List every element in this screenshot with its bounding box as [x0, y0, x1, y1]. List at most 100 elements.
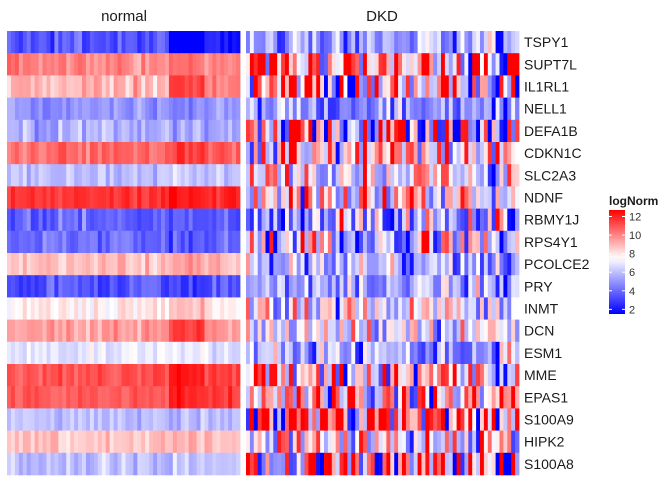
- heatmap-cell: [14, 386, 20, 409]
- heatmap-cell: [355, 119, 360, 143]
- heatmap-cell: [113, 297, 118, 320]
- heatmap-cell: [7, 430, 12, 454]
- heatmap-cell: [180, 408, 186, 431]
- heatmap-cell: [370, 297, 376, 320]
- heatmap-cell: [224, 75, 229, 98]
- heatmap-cell: [495, 31, 500, 54]
- heatmap-cell: [137, 386, 142, 409]
- heatmap-cell: [507, 53, 512, 76]
- heatmap-cell: [208, 430, 213, 454]
- heatmap-cell: [409, 297, 415, 320]
- heatmap-cell: [93, 31, 99, 54]
- heatmap-cell: [378, 253, 383, 276]
- heatmap-cell: [18, 97, 24, 121]
- heatmap-cell: [50, 75, 55, 98]
- heatmap-cell: [476, 452, 481, 476]
- heatmap-cell: [331, 75, 337, 98]
- heatmap-cell: [398, 319, 403, 343]
- heatmap-cell: [161, 75, 166, 98]
- heatmap-cell: [425, 319, 430, 343]
- heatmap-cell: [232, 75, 237, 98]
- heatmap-cell: [208, 364, 213, 387]
- heatmap-cell: [483, 319, 489, 343]
- heatmap-cell: [164, 452, 170, 476]
- heatmap-cell: [85, 119, 91, 143]
- heatmap-cell: [300, 408, 305, 431]
- heatmap-cell: [413, 31, 418, 54]
- heatmap-cell: [347, 53, 352, 76]
- heatmap-cell: [101, 97, 107, 121]
- heatmap-cell: [253, 253, 259, 276]
- heatmap-cell: [452, 142, 457, 165]
- heatmap-cell: [216, 97, 221, 121]
- heatmap-cell: [503, 275, 508, 298]
- heatmap-cell: [184, 275, 190, 298]
- heatmap-cell: [359, 430, 364, 454]
- heatmap-cell: [277, 341, 282, 365]
- heatmap-cell: [327, 208, 333, 232]
- heatmap-cell: [176, 75, 182, 98]
- heatmap-cell: [74, 119, 79, 143]
- heatmap-cell: [304, 341, 309, 365]
- heatmap-cell: [246, 275, 251, 298]
- heatmap-cell: [196, 253, 201, 276]
- heatmap-cell: [281, 97, 286, 121]
- heatmap-cell: [511, 119, 516, 143]
- heatmap-cell: [113, 186, 118, 209]
- heatmap-cell: [93, 164, 99, 187]
- heatmap-cell: [425, 97, 430, 121]
- heatmap-cell: [499, 31, 504, 54]
- heatmap-cell: [54, 297, 59, 320]
- heatmap-cell: [374, 275, 379, 298]
- heatmap-cell: [172, 319, 178, 343]
- heatmap-cell: [285, 253, 290, 276]
- heatmap-cell: [133, 164, 138, 187]
- heatmap-cell: [232, 208, 237, 232]
- heatmap-cell: [89, 186, 95, 209]
- heatmap-cell: [46, 319, 51, 343]
- heatmap-cell: [93, 75, 99, 98]
- heatmap-cell: [89, 31, 95, 54]
- heatmap-cell: [335, 364, 340, 387]
- heatmap-cell: [22, 364, 28, 387]
- heatmap-cell: [335, 119, 340, 143]
- heatmap-cell: [386, 253, 391, 276]
- heatmap-cell: [402, 319, 407, 343]
- gene-label: EPAS1: [524, 389, 568, 405]
- heatmap-cell: [105, 75, 111, 98]
- heatmap-cell: [460, 386, 465, 409]
- heatmap-cell: [141, 208, 146, 232]
- heatmap-cell: [113, 230, 118, 254]
- heatmap-cell: [249, 186, 255, 209]
- heatmap-cell: [347, 319, 352, 343]
- heatmap-cell: [281, 253, 286, 276]
- heatmap-cell: [265, 97, 270, 121]
- heatmap-cell: [257, 408, 262, 431]
- heatmap-cell: [480, 75, 485, 98]
- heatmap-cell: [324, 53, 329, 76]
- heatmap-cell: [316, 430, 321, 454]
- heatmap-cell: [22, 253, 28, 276]
- heatmap-cell: [390, 142, 395, 165]
- heatmap-cell: [188, 31, 194, 54]
- heatmap-cell: [137, 208, 142, 232]
- heatmap-cell: [10, 119, 16, 143]
- heatmap-cell: [394, 319, 399, 343]
- heatmap-cell: [390, 253, 395, 276]
- heatmap-cell: [246, 31, 251, 54]
- heatmap-cell: [216, 75, 221, 98]
- heatmap-cell: [394, 297, 399, 320]
- heatmap-cell: [269, 297, 274, 320]
- heatmap-cell: [382, 208, 387, 232]
- heatmap-cell: [495, 53, 500, 76]
- heatmap-cell: [464, 253, 469, 276]
- heatmap-cell: [355, 430, 360, 454]
- heatmap-cell: [292, 31, 298, 54]
- heatmap-cell: [312, 408, 317, 431]
- heatmap-cell: [308, 75, 313, 98]
- heatmap-cell: [228, 297, 233, 320]
- heatmap-cell: [437, 386, 442, 409]
- heatmap-cell: [82, 297, 87, 320]
- heatmap-cell: [89, 319, 95, 343]
- heatmap-cell: [511, 142, 516, 165]
